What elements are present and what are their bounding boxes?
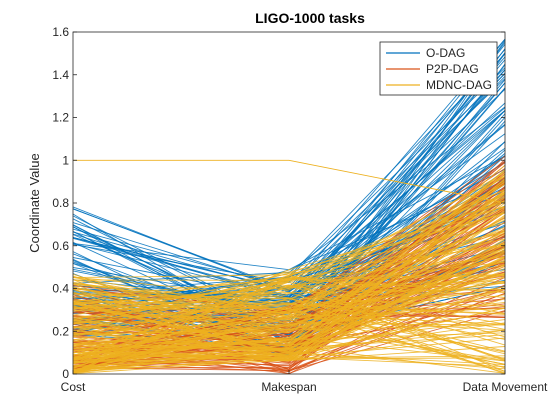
series-line xyxy=(72,276,506,307)
y-tick-label: 0.4 xyxy=(52,282,69,296)
x-axis: Cost Makespan Data Movement xyxy=(61,370,548,394)
x-tick-label: Data Movement xyxy=(463,380,548,394)
y-axis-label: Coordinate Value xyxy=(27,153,42,253)
series-line xyxy=(72,275,506,343)
legend-entry: P2P-DAG xyxy=(426,62,479,76)
chart-title: LIGO-1000 tasks xyxy=(255,10,365,26)
y-tick-label: 1.2 xyxy=(52,111,69,125)
series-line xyxy=(72,165,506,351)
series-line xyxy=(72,329,506,362)
series-line xyxy=(72,281,506,358)
series-line xyxy=(72,319,506,364)
series-line xyxy=(72,253,506,327)
series-line xyxy=(72,222,506,348)
series-line xyxy=(72,206,506,345)
series-line xyxy=(72,288,506,338)
series-line xyxy=(72,283,506,315)
series-line xyxy=(72,197,506,345)
series-line xyxy=(72,268,506,361)
x-tick-label: Makespan xyxy=(261,380,316,394)
series-line xyxy=(72,175,506,325)
series-line xyxy=(72,281,506,372)
series-line xyxy=(72,309,506,360)
legend-entry: MDNC-DAG xyxy=(426,78,492,92)
y-tick-label: 1.4 xyxy=(52,68,69,82)
series-mdnc-dag xyxy=(72,159,506,375)
y-tick-label: 0 xyxy=(62,367,69,381)
series-line xyxy=(72,355,506,372)
series-line xyxy=(72,280,506,335)
y-tick-label: 0.2 xyxy=(52,324,69,338)
series-line xyxy=(72,174,506,321)
series-line xyxy=(72,322,506,355)
y-tick-label: 0.8 xyxy=(52,196,69,210)
series-line xyxy=(72,301,506,370)
series-lines xyxy=(72,38,506,375)
series-line xyxy=(72,189,506,343)
series-line xyxy=(72,88,506,292)
series-line xyxy=(72,205,506,365)
series-line xyxy=(72,195,506,372)
series-line xyxy=(72,251,506,352)
series-line xyxy=(72,269,506,352)
series-line xyxy=(72,301,506,355)
y-tick-label: 0.6 xyxy=(52,239,69,253)
series-line xyxy=(72,219,506,347)
series-line xyxy=(72,256,506,357)
series-line xyxy=(72,285,506,370)
legend-entry: O-DAG xyxy=(426,46,465,60)
series-outlier-line xyxy=(73,159,506,204)
y-tick-label: 1 xyxy=(62,153,69,167)
series-line xyxy=(72,183,506,318)
series-line xyxy=(72,332,506,359)
legend: O-DAG P2P-DAG MDNC-DAG xyxy=(379,41,498,96)
series-line xyxy=(72,212,506,310)
series-line xyxy=(72,173,506,356)
series-line xyxy=(72,208,506,371)
y-tick-label: 1.6 xyxy=(52,25,69,39)
series-line xyxy=(72,180,506,358)
series-line xyxy=(72,303,506,366)
series-line xyxy=(72,293,506,352)
series-line xyxy=(72,179,506,341)
y-axis: 0 0.2 0.4 0.6 0.8 1 1.2 1.4 1.6 xyxy=(52,25,505,381)
series-line xyxy=(72,282,506,306)
x-tick-label: Cost xyxy=(61,380,86,394)
series-line xyxy=(72,176,506,368)
series-line xyxy=(72,247,506,317)
series-line xyxy=(72,245,506,321)
series-line xyxy=(72,334,506,349)
